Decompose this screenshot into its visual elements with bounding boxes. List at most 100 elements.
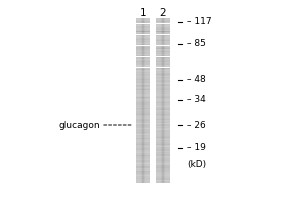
Bar: [149, 31, 150, 32]
Bar: [146, 71, 147, 72]
Bar: [161, 118, 162, 119]
Bar: [138, 37, 139, 38]
Bar: [166, 181, 167, 182]
Bar: [169, 20, 170, 21]
Bar: [140, 162, 141, 163]
Bar: [138, 169, 139, 170]
Bar: [164, 178, 165, 179]
Bar: [158, 46, 159, 47]
Bar: [169, 179, 170, 180]
Bar: [159, 143, 160, 144]
Bar: [149, 76, 150, 77]
Bar: [168, 46, 169, 47]
Bar: [163, 42, 164, 43]
Bar: [159, 62, 160, 63]
Bar: [169, 182, 170, 183]
Bar: [146, 45, 147, 46]
Bar: [162, 53, 163, 54]
Bar: [149, 90, 150, 91]
Bar: [147, 176, 148, 177]
Bar: [159, 97, 160, 98]
Bar: [168, 106, 169, 107]
Bar: [165, 166, 166, 167]
Bar: [161, 25, 162, 26]
Bar: [168, 112, 169, 113]
Bar: [156, 62, 157, 63]
Bar: [160, 148, 161, 149]
Bar: [159, 136, 160, 137]
Bar: [161, 65, 162, 66]
Bar: [140, 46, 141, 47]
Bar: [136, 50, 137, 51]
Bar: [141, 177, 142, 178]
Bar: [137, 106, 138, 107]
Bar: [148, 22, 149, 23]
Bar: [168, 101, 169, 102]
Bar: [162, 126, 163, 127]
Bar: [169, 178, 170, 179]
Bar: [159, 38, 160, 39]
Bar: [158, 65, 159, 66]
Bar: [144, 56, 145, 57]
Bar: [144, 174, 145, 175]
Bar: [161, 74, 162, 75]
Bar: [169, 104, 170, 105]
Bar: [143, 127, 144, 128]
Bar: [161, 102, 162, 103]
Bar: [145, 59, 146, 60]
Bar: [144, 104, 145, 105]
Bar: [136, 43, 137, 44]
Bar: [162, 108, 163, 109]
Bar: [157, 33, 158, 34]
Bar: [166, 24, 167, 25]
Bar: [144, 118, 145, 119]
Bar: [148, 118, 149, 119]
Bar: [143, 124, 144, 125]
Bar: [142, 66, 143, 67]
Bar: [147, 42, 148, 43]
Bar: [142, 47, 143, 48]
Bar: [162, 95, 163, 96]
Bar: [160, 153, 161, 154]
Bar: [156, 132, 157, 133]
Bar: [145, 126, 146, 127]
Bar: [139, 124, 140, 125]
Bar: [138, 61, 139, 62]
Bar: [137, 21, 138, 22]
Bar: [167, 75, 168, 76]
Bar: [142, 26, 143, 27]
Bar: [169, 50, 170, 51]
Bar: [158, 148, 159, 149]
Bar: [136, 173, 137, 174]
Bar: [140, 137, 141, 138]
Bar: [146, 27, 147, 28]
Bar: [164, 121, 165, 122]
Bar: [157, 48, 158, 49]
Bar: [145, 118, 146, 119]
Bar: [140, 105, 141, 106]
Bar: [139, 178, 140, 179]
Bar: [169, 59, 170, 60]
Bar: [166, 118, 167, 119]
Bar: [145, 104, 146, 105]
Bar: [139, 25, 140, 26]
Bar: [149, 124, 150, 125]
Bar: [157, 128, 158, 129]
Bar: [142, 86, 143, 87]
Bar: [140, 103, 141, 104]
Bar: [161, 165, 162, 166]
Bar: [143, 157, 144, 158]
Bar: [147, 98, 148, 99]
Bar: [144, 47, 145, 48]
Bar: [144, 121, 145, 122]
Bar: [141, 50, 142, 51]
Bar: [138, 154, 139, 155]
Bar: [146, 96, 147, 97]
Bar: [157, 53, 158, 54]
Bar: [139, 125, 140, 126]
Bar: [159, 60, 160, 61]
Bar: [168, 137, 169, 138]
Bar: [165, 145, 166, 146]
Bar: [169, 139, 170, 140]
Bar: [140, 152, 141, 153]
